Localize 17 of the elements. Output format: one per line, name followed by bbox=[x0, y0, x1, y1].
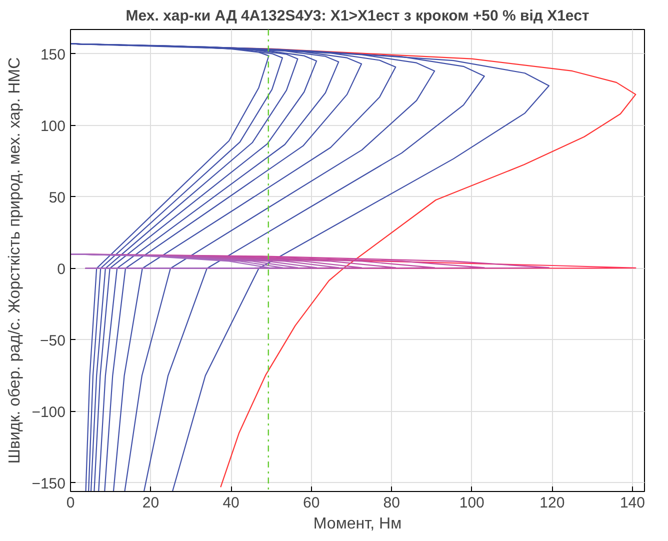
y-tick-label: 50 bbox=[48, 189, 66, 206]
x-tick-label: 100 bbox=[459, 494, 484, 512]
x-axis-title: Момент, Нм bbox=[313, 516, 402, 532]
x-tick-label: 120 bbox=[540, 494, 565, 512]
y-tick-label: −150 bbox=[32, 475, 66, 492]
x-tick-label: 80 bbox=[383, 494, 400, 512]
y-tick-label: 150 bbox=[40, 46, 66, 64]
y-tick-label: 100 bbox=[40, 118, 66, 135]
y-axis-title: Швидк. обер. рад/с. Жорсткість природ. мех. хар. НМС bbox=[6, 57, 24, 464]
x-tick-label: 140 bbox=[620, 494, 645, 512]
y-tick-label: −100 bbox=[32, 404, 66, 421]
chart-title: Мех. хар-ки АД 4А132S4У3: Х1>Х1ест з кроком +50 % від Х1ест bbox=[126, 8, 590, 24]
x-tick-label: 40 bbox=[222, 494, 240, 512]
x-tick-label: 60 bbox=[302, 494, 320, 512]
y-tick-label: 0 bbox=[57, 260, 66, 278]
y-tick-label: −50 bbox=[40, 332, 66, 350]
x-tick-label: 20 bbox=[142, 494, 160, 512]
